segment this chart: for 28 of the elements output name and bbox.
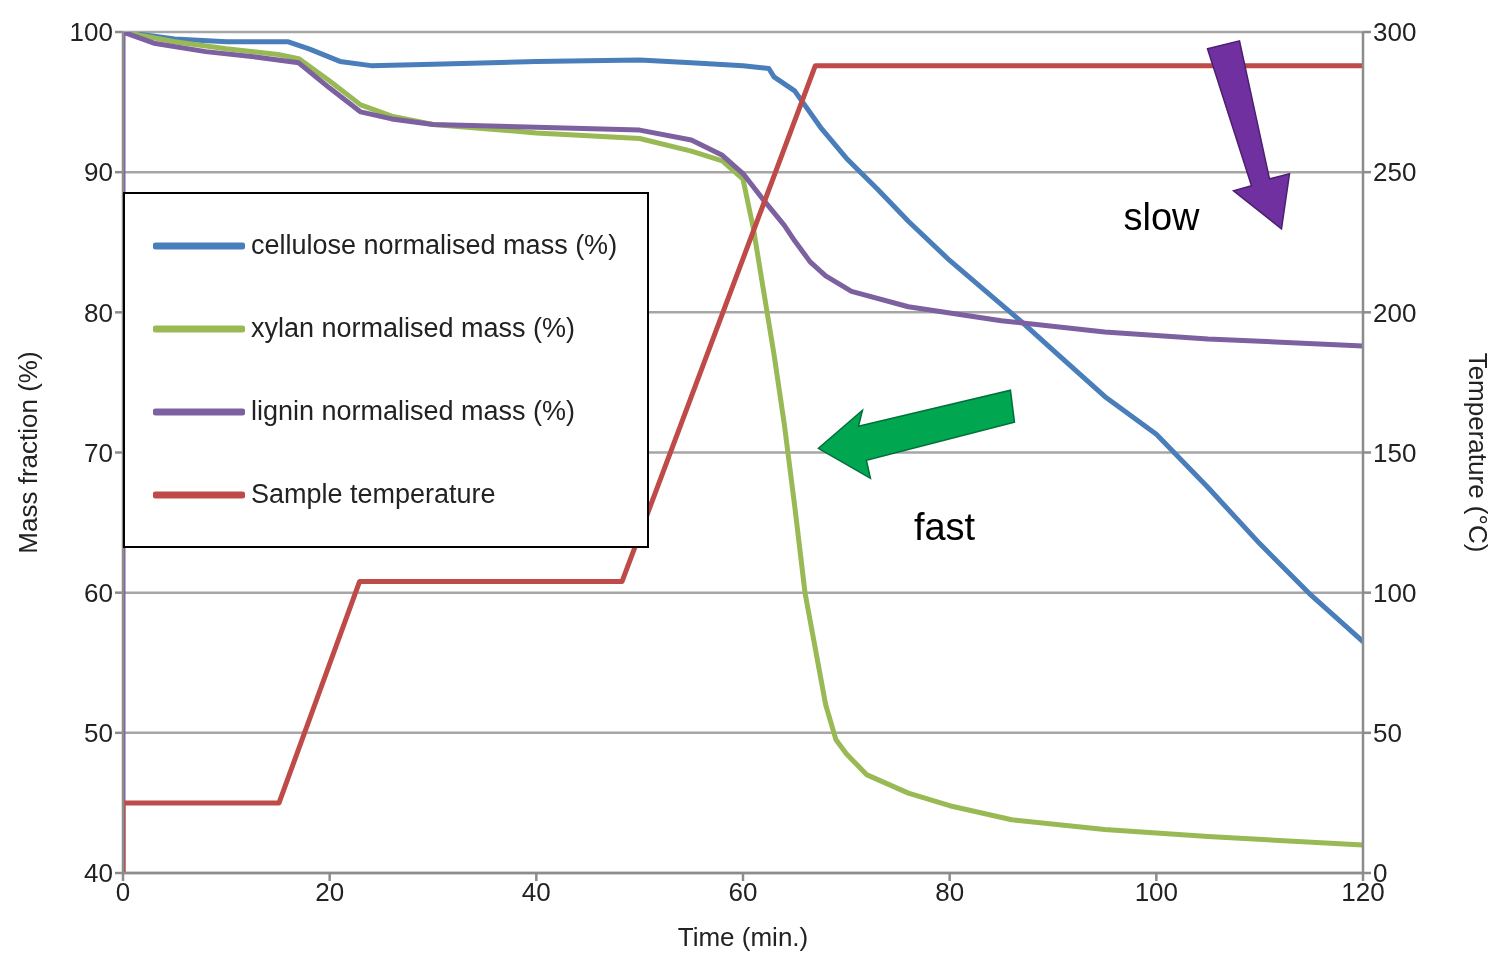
legend-label: Sample temperature [251, 479, 496, 510]
y-axis-title: Mass fraction (%) [13, 351, 44, 554]
x-tick-label: 60 [728, 877, 758, 908]
annotation: fast [913, 505, 976, 549]
annotation: slow [1123, 195, 1200, 239]
x-axis-title: Time (min.) [677, 922, 809, 952]
y-tick-label: 100 [69, 17, 113, 48]
legend-label: cellulose normalised mass (%) [251, 230, 618, 261]
legend-label: lignin normalised mass (%) [251, 396, 576, 427]
y2-tick-label: 250 [1373, 157, 1417, 188]
y-tick-label: 50 [84, 718, 113, 749]
x-tick-label: 40 [521, 877, 551, 908]
y-tick-label: 40 [84, 858, 113, 889]
y-tick-label: 90 [84, 157, 113, 188]
y-tick-label: 70 [84, 437, 113, 468]
y2-tick-label: 50 [1373, 718, 1402, 749]
y2-tick-label: 200 [1373, 297, 1417, 328]
y2-tick-label: 100 [1373, 577, 1417, 608]
x-tick-label: 100 [1134, 877, 1179, 908]
y-tick-label: 60 [84, 577, 113, 608]
x-tick-label: 80 [935, 877, 965, 908]
legend-label: xylan normalised mass (%) [251, 313, 576, 344]
y-tick-label: 80 [84, 297, 113, 328]
y2-tick-label: 300 [1373, 17, 1417, 48]
y2-tick-label: 150 [1373, 437, 1417, 468]
x-tick-label: 0 [115, 877, 131, 908]
y2-axis-title: Temperature (°C) [1462, 352, 1493, 553]
x-tick-label: 20 [315, 877, 345, 908]
